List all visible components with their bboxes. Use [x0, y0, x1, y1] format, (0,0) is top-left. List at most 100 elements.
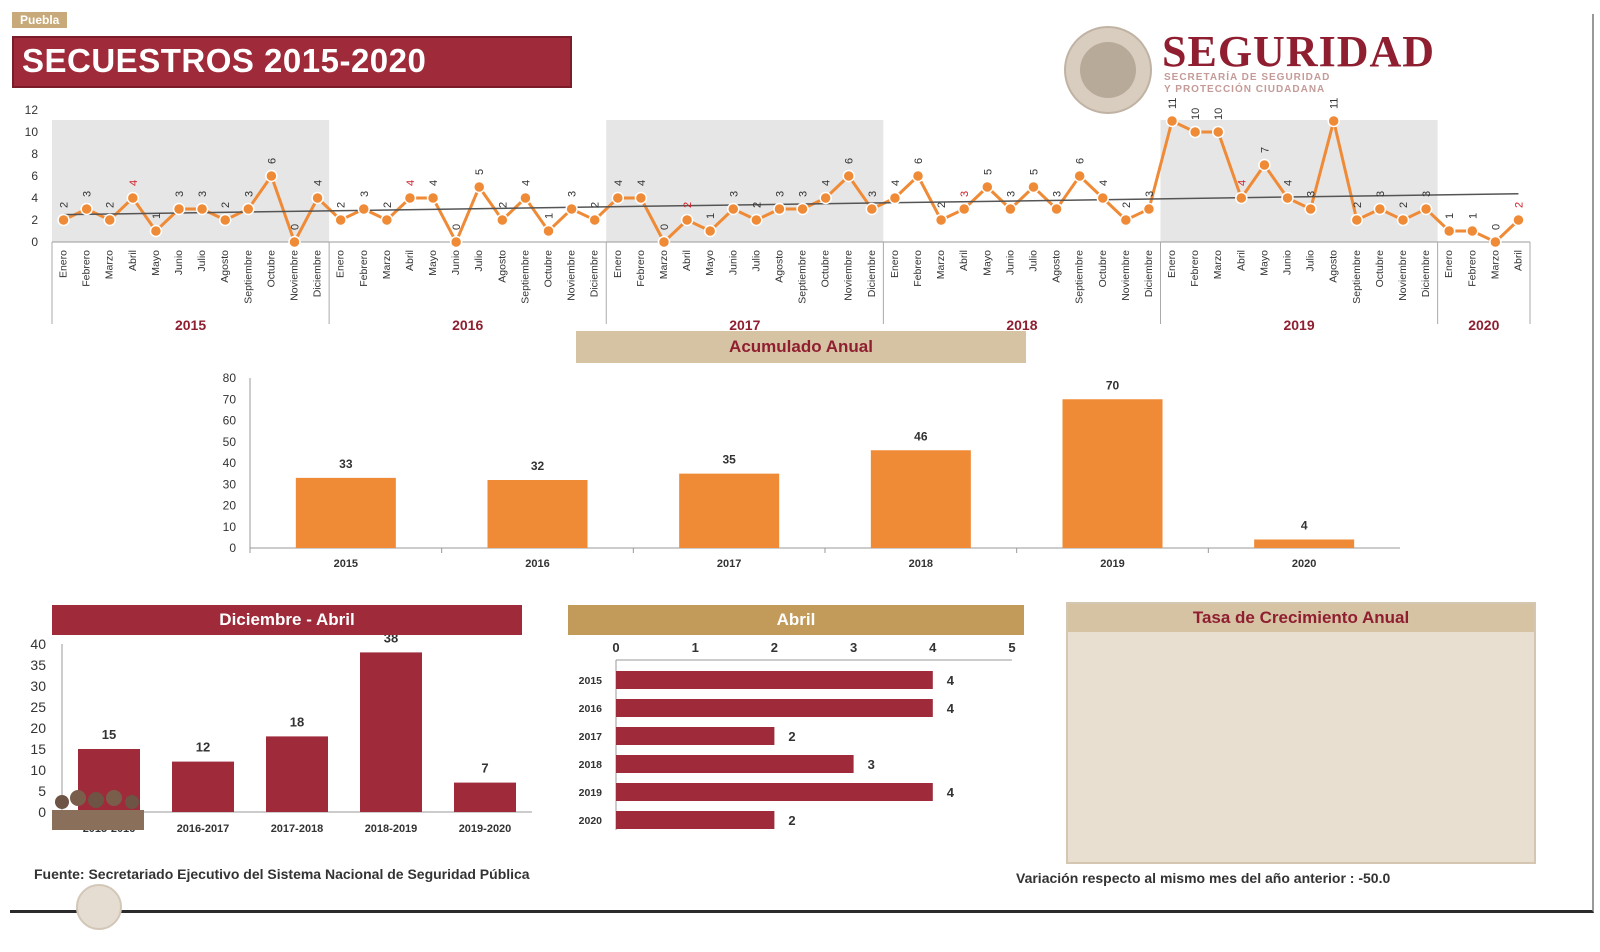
monthly-data-point: [611, 191, 625, 205]
monthly-data-label: 4: [821, 180, 833, 186]
monthly-data-point: [865, 202, 879, 216]
decapr-y-tick: 0: [38, 804, 46, 820]
monthly-data-label: 3: [798, 191, 810, 197]
april-x-tick: 5: [1008, 640, 1015, 655]
monthly-x-tick: Diciembre: [866, 250, 878, 297]
monthly-data-point: [1466, 224, 1479, 238]
monthly-data-label: 2: [1513, 202, 1525, 208]
monthly-data-point: [1188, 125, 1202, 139]
monthly-data-label: 4: [428, 180, 440, 186]
monthly-data-point: [288, 235, 301, 249]
monthly-data-label: 1: [705, 213, 717, 219]
monthly-x-tick: Febrero: [635, 250, 647, 287]
april-data-label: 4: [947, 785, 955, 800]
monthly-data-point: [1165, 114, 1179, 128]
monthly-x-tick: Octubre: [1097, 250, 1109, 288]
april-x-tick: 0: [612, 640, 619, 655]
dec-apr-chart-header: Diciembre - Abril: [52, 605, 522, 635]
year-shade-band: [52, 120, 330, 242]
monthly-data-point: [126, 191, 140, 205]
annual-data-label: 70: [1106, 378, 1120, 392]
monthly-data-point: [195, 202, 209, 216]
monthly-data-point: [888, 191, 902, 205]
monthly-x-tick: Noviembre: [843, 250, 855, 301]
monthly-x-tick: Mayo: [704, 250, 716, 276]
monthly-x-tick: Septiembre: [519, 250, 531, 304]
april-x-tick: 1: [692, 640, 699, 655]
monthly-data-point: [403, 191, 417, 205]
monthly-x-tick: Diciembre: [1143, 250, 1155, 297]
april-chart-title: Abril: [776, 610, 816, 629]
monthly-data-label: 3: [82, 191, 94, 197]
monthly-data-point: [981, 180, 994, 194]
monthly-data-point: [103, 213, 116, 227]
annual-y-tick: 80: [223, 371, 237, 385]
annual-data-label: 4: [1301, 519, 1308, 533]
monthly-data-label: 3: [728, 191, 740, 197]
dec-apr-chart-title: Diciembre - Abril: [219, 610, 355, 629]
monthly-x-tick: Abril: [681, 250, 693, 271]
monthly-data-label: 2: [382, 202, 394, 208]
monthly-x-tick: Octubre: [820, 250, 832, 288]
decapr-bar: [360, 652, 422, 812]
monthly-data-point: [1396, 213, 1410, 227]
monthly-x-tick: Abril: [958, 250, 970, 271]
april-bar: [616, 783, 933, 801]
monthly-data-label: 1: [1467, 213, 1479, 219]
monthly-x-tick: Mayo: [1258, 250, 1270, 276]
monthly-data-point: [334, 213, 347, 227]
monthly-data-point: [1050, 202, 1063, 216]
monthly-data-label: 2: [1352, 202, 1364, 208]
annual-y-tick: 0: [229, 541, 236, 555]
monthly-y-tick: 4: [31, 191, 38, 205]
annual-x-tick: 2020: [1292, 558, 1316, 570]
monthly-data-label: 2: [59, 202, 71, 208]
decapr-data-label: 15: [102, 727, 116, 742]
annual-y-tick: 30: [223, 477, 237, 491]
april-data-label: 4: [947, 701, 955, 716]
annual-bar: [1254, 539, 1355, 548]
brand-subtitle-line-1: SECRETARÍA DE SEGURIDAD: [1164, 72, 1331, 83]
annual-y-tick: 10: [223, 520, 237, 534]
growth-panel: [1066, 602, 1536, 864]
monthly-data-point: [911, 169, 925, 183]
monthly-data-label: 3: [959, 191, 971, 197]
monthly-data-point: [773, 202, 786, 216]
monthly-data-label: 3: [1306, 191, 1318, 197]
monthly-data-label: 4: [1283, 180, 1295, 186]
april-bar: [616, 699, 933, 717]
growth-chart-title: Tasa de Crecimiento Anual: [1192, 608, 1410, 627]
decapr-y-tick: 5: [38, 783, 46, 799]
monthly-y-tick: 12: [25, 103, 39, 117]
april-y-tick: 2018: [579, 759, 603, 771]
monthly-data-point: [565, 202, 578, 216]
monthly-data-label: 2: [1398, 202, 1410, 208]
monthly-x-tick: Marzo: [658, 250, 670, 279]
monthly-data-point: [1327, 114, 1340, 128]
decapr-y-tick: 25: [30, 699, 46, 715]
year-label: 2017: [729, 317, 760, 333]
monthly-data-point: [588, 213, 601, 227]
monthly-x-tick: Mayo: [150, 250, 162, 276]
monthly-x-tick: Agosto: [1051, 250, 1063, 283]
monthly-x-tick: Octubre: [1374, 250, 1386, 288]
april-chart-header: Abril: [568, 605, 1024, 635]
monthly-x-tick: Julio: [196, 250, 208, 272]
monthly-data-point: [1004, 202, 1017, 216]
monthly-x-tick: Agosto: [496, 250, 508, 283]
monthly-x-tick: Septiembre: [242, 250, 254, 304]
decapr-y-tick: 15: [30, 741, 46, 757]
monthly-data-point: [357, 202, 371, 216]
monthly-data-point: [957, 202, 971, 216]
monthly-data-point: [519, 191, 532, 205]
monthly-x-tick: Febrero: [1466, 250, 1478, 287]
annual-y-tick: 60: [223, 414, 237, 428]
decapr-y-tick: 20: [30, 720, 46, 736]
decapr-y-tick: 10: [30, 762, 46, 778]
monthly-x-tick: Octubre: [265, 250, 277, 288]
april-data-label: 2: [788, 813, 795, 828]
monthly-data-label: 10: [1213, 108, 1225, 120]
decapr-y-tick: 40: [30, 636, 46, 652]
monthly-data-label: 4: [636, 180, 648, 186]
monthly-data-label: 11: [1167, 98, 1179, 109]
